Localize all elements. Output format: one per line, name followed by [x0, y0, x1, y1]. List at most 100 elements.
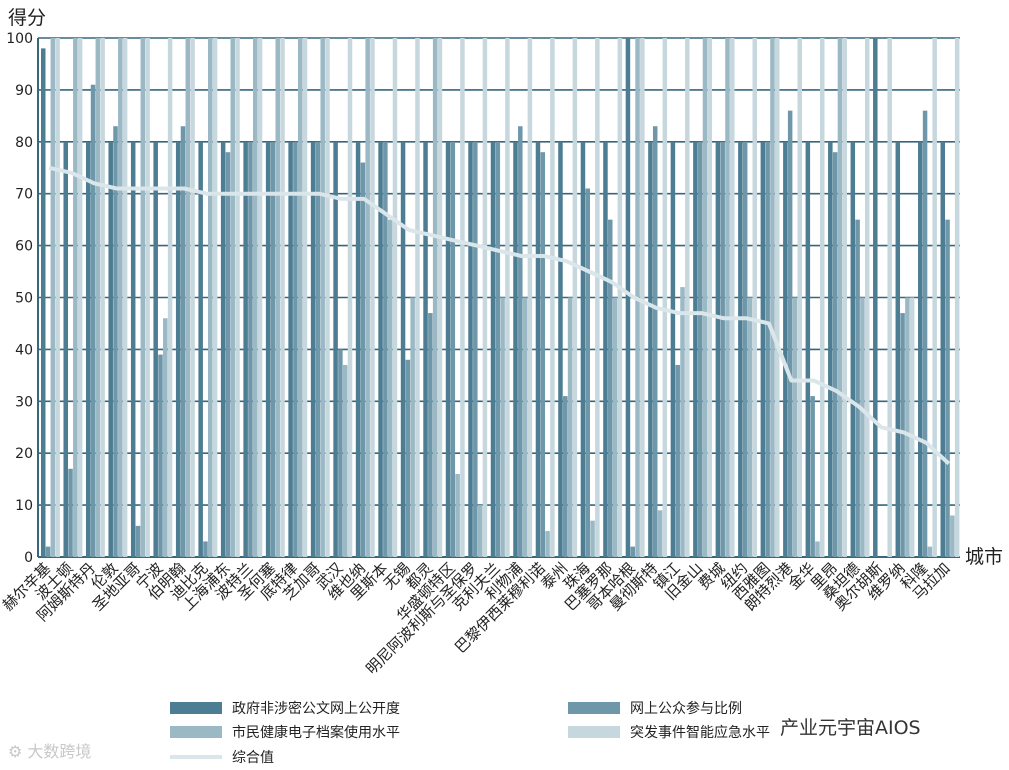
legend-line	[170, 755, 222, 759]
bar	[855, 219, 860, 557]
bar	[518, 126, 523, 557]
bar	[163, 318, 168, 557]
bar	[607, 219, 613, 557]
bar	[275, 38, 280, 557]
bar	[415, 38, 420, 557]
bar	[662, 38, 668, 557]
y-tick-labels: 0 10 20 30 40 50 60 70 80 90 100	[6, 31, 33, 566]
bar	[428, 313, 433, 557]
bar	[365, 38, 370, 557]
bar	[513, 141, 518, 558]
bar	[630, 546, 635, 557]
bar	[310, 141, 316, 558]
bar	[572, 38, 578, 557]
legend-label: 市民健康电子档案使用水平	[232, 725, 400, 741]
bar	[828, 141, 833, 558]
y-tick-label: 30	[15, 394, 33, 410]
bar	[787, 110, 793, 557]
bar	[720, 141, 725, 558]
bar	[190, 38, 195, 557]
bar	[725, 38, 730, 557]
bar	[540, 152, 546, 557]
composite-line	[48, 165, 951, 466]
y-tick-label: 50	[15, 291, 33, 307]
bar	[792, 297, 798, 557]
legend-label: 突发事件智能应急水平	[630, 725, 770, 741]
bar	[360, 162, 366, 557]
bar	[625, 38, 631, 557]
bar	[657, 510, 663, 557]
bar	[685, 38, 690, 557]
bar	[280, 38, 285, 557]
legend-item: 市民健康电子档案使用水平	[170, 722, 400, 742]
bar	[338, 349, 343, 557]
bar	[707, 38, 713, 557]
bar	[180, 126, 186, 557]
bar	[208, 38, 213, 557]
y-tick-label: 20	[15, 446, 33, 462]
bar	[702, 38, 708, 557]
bar	[293, 141, 298, 558]
y-tick-label: 0	[24, 550, 33, 566]
bar	[909, 297, 915, 557]
legend-label: 政府非涉密公文网上公开度	[232, 701, 400, 717]
bar	[810, 396, 815, 557]
bar	[477, 505, 483, 557]
bar	[315, 141, 321, 558]
bar	[648, 141, 653, 558]
bar	[257, 38, 263, 557]
bar	[595, 38, 600, 557]
bar	[905, 297, 910, 557]
bar	[770, 38, 775, 557]
bar	[167, 38, 173, 557]
bar	[122, 38, 128, 557]
bar	[392, 38, 398, 557]
y-tick-label: 40	[15, 342, 33, 358]
bar	[730, 38, 735, 557]
bar	[873, 38, 878, 557]
bar	[118, 38, 123, 557]
bar	[77, 38, 83, 557]
category-labels: 赫尔辛基波士顿阿姆斯特丹伦敦圣地亚哥宁波伯明翰迪比克上海浦东波特兰圣何塞底特律芝…	[0, 559, 954, 678]
bar	[320, 38, 325, 557]
bar	[927, 546, 933, 557]
bar	[460, 38, 465, 557]
bar	[738, 141, 743, 558]
bar	[333, 141, 338, 558]
bar	[805, 141, 811, 558]
bar	[198, 141, 203, 558]
bar	[405, 359, 411, 557]
bar	[580, 141, 586, 558]
bar	[400, 141, 406, 558]
bar	[113, 126, 118, 557]
bar	[220, 141, 226, 558]
legend-swatch	[170, 726, 222, 738]
legend-label: 综合值	[232, 750, 274, 766]
bar	[850, 141, 856, 558]
bar	[185, 38, 191, 557]
bar	[864, 38, 870, 557]
y-tick-label: 60	[15, 239, 33, 255]
y-tick-label: 90	[15, 83, 33, 99]
bar	[765, 141, 770, 558]
bar	[378, 141, 383, 558]
bar	[545, 531, 550, 557]
bar	[697, 141, 703, 558]
bar	[63, 141, 68, 558]
bar	[432, 38, 438, 557]
bar	[550, 38, 555, 557]
bar	[248, 141, 253, 558]
bar	[135, 525, 141, 557]
bar	[842, 38, 847, 557]
watermark-right: 产业元宇宙AIOS	[780, 717, 921, 739]
bar	[675, 364, 680, 557]
bar	[355, 141, 361, 558]
legend-swatch	[568, 726, 620, 738]
bar	[640, 38, 645, 557]
bar	[342, 364, 348, 557]
bar	[252, 38, 258, 557]
legend-label: 网上公众参与比例	[630, 701, 742, 717]
bar	[500, 297, 505, 557]
bar	[243, 141, 248, 558]
bar	[950, 515, 955, 557]
